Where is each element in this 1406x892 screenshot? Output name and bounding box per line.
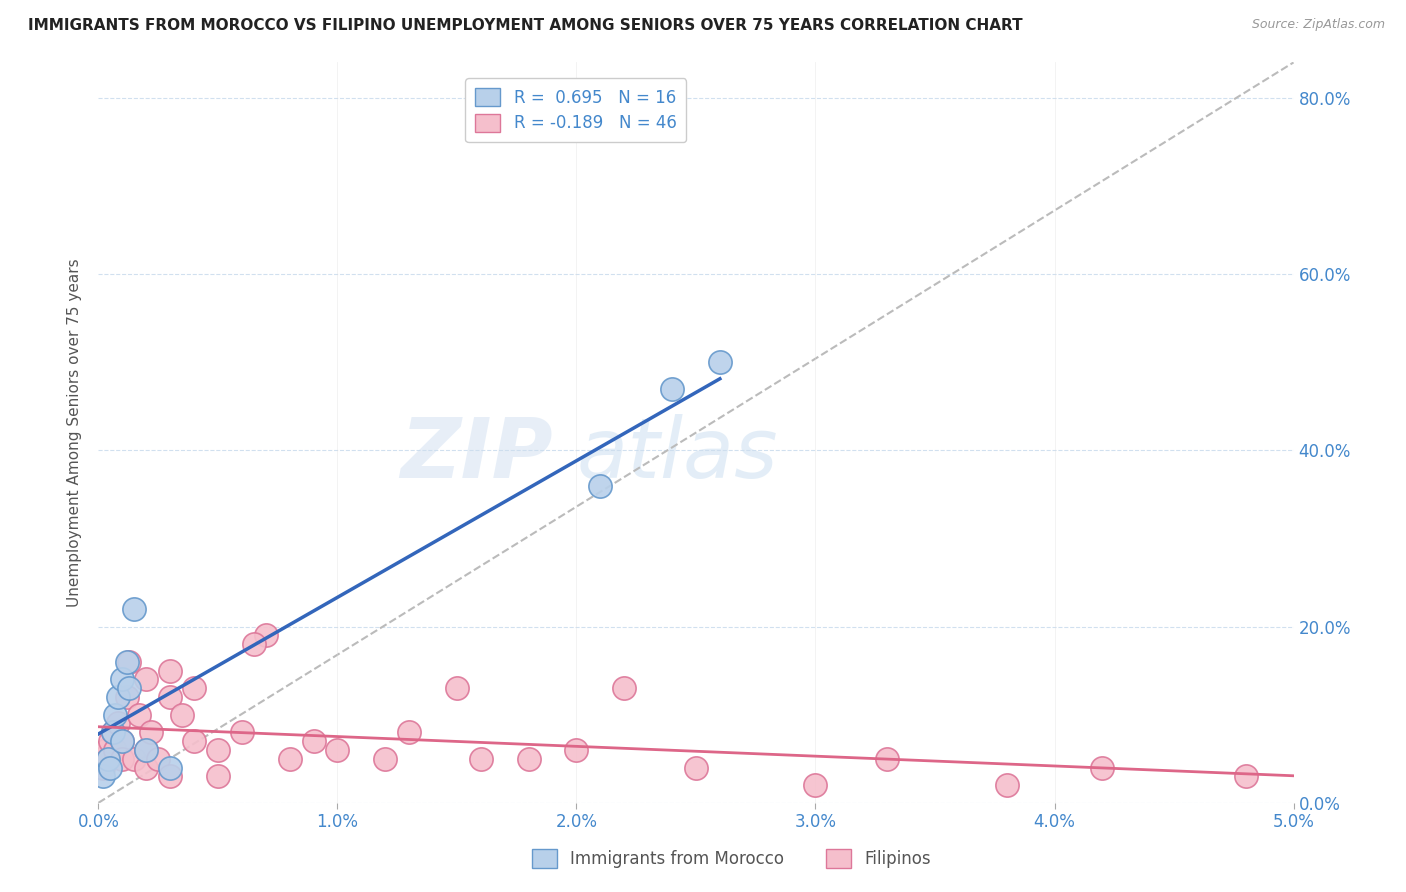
Point — [139, 725, 162, 739]
Text: ZIP: ZIP — [399, 414, 553, 495]
Point — [243, 637, 266, 651]
Point — [128, 707, 150, 722]
Point — [124, 602, 146, 616]
Point — [254, 628, 277, 642]
Legend: Immigrants from Morocco, Filipinos: Immigrants from Morocco, Filipinos — [524, 843, 938, 875]
Point — [374, 752, 396, 766]
Point — [207, 743, 229, 757]
Point — [159, 664, 181, 678]
Point — [183, 681, 205, 696]
Point — [995, 778, 1018, 792]
Legend: R =  0.695   N = 16, R = -0.189   N = 46: R = 0.695 N = 16, R = -0.189 N = 46 — [465, 78, 686, 142]
Point — [159, 690, 181, 704]
Point — [804, 778, 827, 792]
Point — [470, 752, 492, 766]
Point — [326, 743, 349, 757]
Point — [135, 743, 157, 757]
Point — [398, 725, 420, 739]
Point — [685, 760, 707, 774]
Point — [446, 681, 468, 696]
Point — [207, 769, 229, 783]
Point — [111, 752, 134, 766]
Point — [124, 752, 146, 766]
Point — [118, 655, 141, 669]
Point — [97, 752, 120, 766]
Point — [159, 760, 181, 774]
Point — [118, 681, 141, 696]
Point — [111, 734, 134, 748]
Point — [278, 752, 301, 766]
Point — [107, 690, 129, 704]
Y-axis label: Unemployment Among Seniors over 75 years: Unemployment Among Seniors over 75 years — [67, 259, 83, 607]
Point — [111, 673, 134, 687]
Point — [91, 769, 114, 783]
Point — [104, 707, 127, 722]
Point — [91, 760, 114, 774]
Point — [589, 478, 612, 492]
Text: Source: ZipAtlas.com: Source: ZipAtlas.com — [1251, 18, 1385, 31]
Point — [104, 743, 127, 757]
Point — [97, 752, 120, 766]
Point — [98, 734, 122, 748]
Point — [709, 355, 731, 369]
Point — [876, 752, 898, 766]
Point — [115, 690, 138, 704]
Point — [613, 681, 636, 696]
Point — [1091, 760, 1114, 774]
Point — [107, 716, 129, 731]
Point — [148, 752, 170, 766]
Point — [565, 743, 588, 757]
Point — [115, 655, 138, 669]
Text: atlas: atlas — [576, 414, 778, 495]
Point — [302, 734, 325, 748]
Point — [135, 743, 157, 757]
Point — [661, 382, 683, 396]
Point — [172, 707, 194, 722]
Point — [183, 734, 205, 748]
Point — [111, 734, 134, 748]
Point — [98, 760, 122, 774]
Point — [1234, 769, 1257, 783]
Point — [94, 743, 117, 757]
Point — [517, 752, 540, 766]
Point — [101, 725, 124, 739]
Point — [135, 760, 157, 774]
Text: IMMIGRANTS FROM MOROCCO VS FILIPINO UNEMPLOYMENT AMONG SENIORS OVER 75 YEARS COR: IMMIGRANTS FROM MOROCCO VS FILIPINO UNEM… — [28, 18, 1022, 33]
Point — [101, 725, 124, 739]
Point — [135, 673, 157, 687]
Point — [159, 769, 181, 783]
Point — [231, 725, 253, 739]
Point — [90, 752, 112, 766]
